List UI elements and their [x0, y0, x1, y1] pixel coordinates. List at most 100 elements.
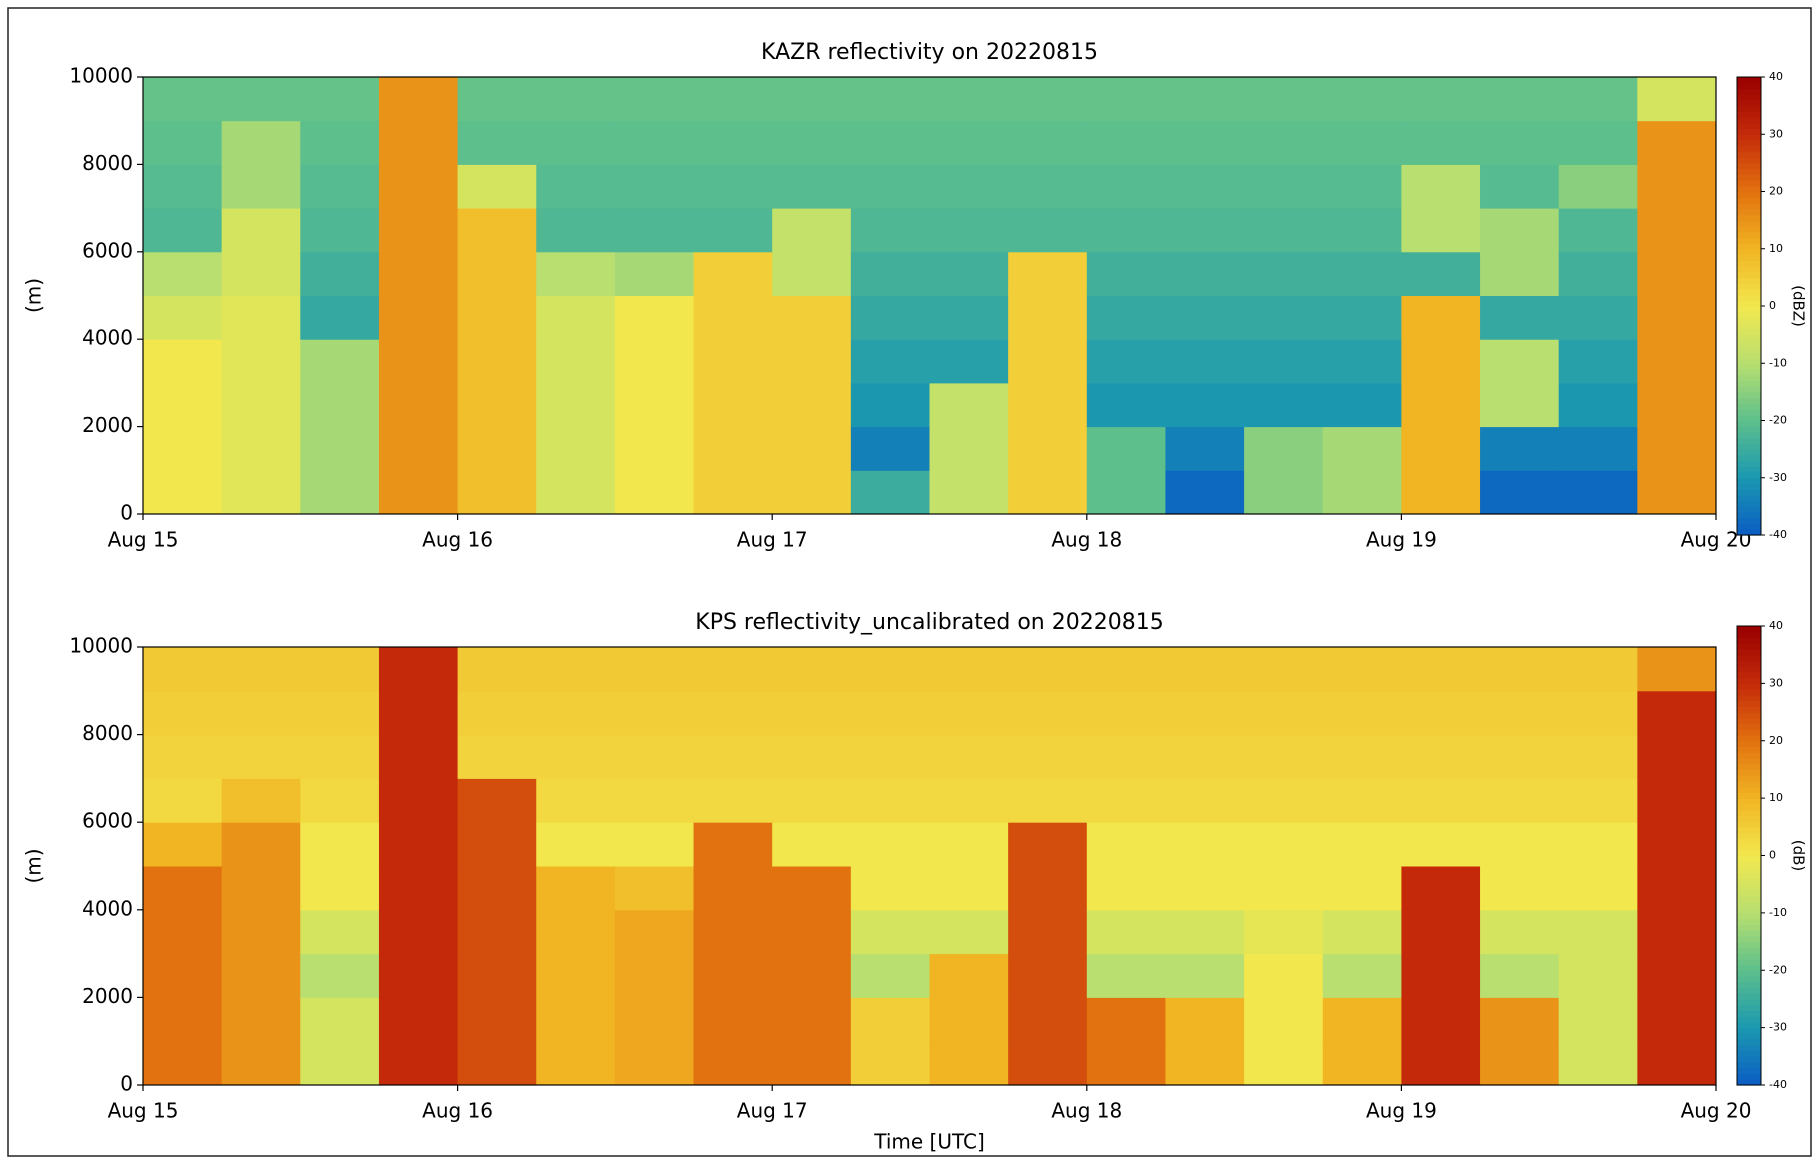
colorbar-swatch: [1737, 409, 1761, 416]
colorbar-swatch: [1737, 431, 1761, 439]
heatmap-cell: [1637, 77, 1717, 122]
heatmap-cell: [1008, 295, 1088, 340]
colorbar-swatch: [1737, 466, 1761, 473]
heatmap-cell: [1480, 909, 1560, 955]
heatmap-cell: [221, 953, 301, 998]
colorbar-swatch: [1737, 901, 1761, 908]
colorbar-swatch: [1737, 99, 1761, 107]
heatmap-cell: [1244, 339, 1324, 384]
heatmap-cell: [143, 997, 223, 1042]
heatmap-cell: [693, 164, 773, 209]
colorbar-swatch: [1737, 866, 1761, 874]
heatmap-cell: [772, 997, 852, 1042]
heatmap-cell: [1480, 953, 1560, 998]
heatmap-cell: [614, 208, 695, 253]
heatmap-cell: [1165, 339, 1245, 384]
colorbar-swatch: [1737, 139, 1761, 147]
heatmap-cell: [693, 778, 773, 823]
heatmap-cell: [300, 822, 380, 867]
colorbar-swatch: [1737, 105, 1761, 112]
heatmap-cell: [1086, 822, 1166, 867]
colorbar-swatch: [1737, 454, 1761, 462]
heatmap-cell: [1401, 295, 1481, 340]
colorbar-swatch: [1737, 185, 1761, 193]
colorbar-swatch: [1737, 947, 1761, 954]
heatmap-cell: [1558, 208, 1638, 253]
heatmap-cell: [1401, 208, 1481, 253]
heatmap-cell: [693, 909, 773, 955]
heatmap-cell: [1165, 822, 1245, 867]
heatmap-cell: [1322, 1041, 1402, 1086]
heatmap-cell: [1401, 997, 1481, 1042]
heatmap-cell: [1008, 208, 1088, 253]
colorbar-swatch: [1737, 717, 1761, 725]
colorbar-swatch: [1737, 889, 1761, 897]
colorbar-swatch: [1737, 311, 1761, 319]
heatmap-cell: [1480, 339, 1560, 384]
heatmap-cell: [1322, 120, 1402, 165]
colorbar-tick-label: 40: [1769, 70, 1783, 83]
colorbar-swatch: [1737, 214, 1761, 221]
heatmap-cell: [536, 77, 616, 122]
heatmap-cell: [1165, 866, 1245, 911]
heatmap-cell: [614, 295, 695, 340]
heatmap-cell: [1637, 866, 1717, 911]
heatmap-cell: [1480, 778, 1560, 823]
heatmap-cell: [693, 339, 773, 384]
colorbar-swatch: [1737, 300, 1761, 307]
heatmap-cell: [457, 734, 537, 779]
heatmap-cell: [1165, 426, 1245, 471]
heatmap-cell: [1322, 251, 1402, 296]
heatmap-cell: [457, 953, 537, 998]
heatmap-cell: [300, 1041, 380, 1086]
heatmap-cell: [929, 164, 1009, 209]
heatmap-cell: [143, 690, 223, 736]
heatmap-cell: [536, 426, 616, 471]
heatmap-cell: [1165, 909, 1245, 955]
x-tick-label: Aug 16: [422, 528, 493, 552]
colorbar-swatch: [1737, 191, 1761, 198]
y-tick-label: 4000: [82, 326, 133, 350]
colorbar-swatch: [1737, 844, 1761, 851]
heatmap-cell: [1637, 426, 1717, 471]
heatmap-cell: [772, 382, 852, 428]
heatmap-cell: [1558, 77, 1638, 122]
heatmap-cell: [929, 822, 1009, 867]
colorbar-swatch: [1737, 763, 1761, 771]
heatmap-cell: [1008, 647, 1088, 692]
colorbar-swatch: [1737, 420, 1761, 427]
heatmap-cell: [1086, 909, 1166, 955]
colorbar-swatch: [1737, 626, 1761, 633]
heatmap-cell: [614, 426, 695, 471]
heatmap-cell: [1244, 426, 1324, 471]
colorbar-swatch: [1737, 723, 1761, 730]
heatmap-cell: [221, 997, 301, 1042]
heatmap-cell: [693, 295, 773, 340]
heatmap-cell: [1401, 426, 1481, 471]
heatmap-cell: [1165, 120, 1245, 165]
heatmap-cell: [378, 953, 459, 998]
colorbar-swatch: [1737, 792, 1761, 799]
heatmap-cell: [1244, 120, 1324, 165]
y-tick-label: 10000: [69, 634, 133, 658]
colorbar-tick-label: 20: [1769, 185, 1783, 198]
heatmap-cell: [1637, 909, 1717, 955]
heatmap-cell: [378, 295, 459, 340]
heatmap-cell: [143, 909, 223, 955]
colorbar-swatch: [1737, 740, 1761, 748]
heatmap-cell: [1086, 208, 1166, 253]
x-tick-label: Aug 20: [1681, 1099, 1752, 1123]
colorbar-swatch: [1737, 1016, 1761, 1023]
heatmap-cell: [1165, 953, 1245, 998]
colorbar-swatch: [1737, 449, 1761, 456]
colorbar-label: (dBZ): [1790, 285, 1808, 327]
heatmap-cell: [378, 778, 459, 823]
heatmap-cell: [614, 339, 695, 384]
heatmap-cell: [1244, 866, 1324, 911]
heatmap-cell: [457, 208, 537, 253]
colorbar-swatch: [1737, 941, 1761, 948]
heatmap-cell: [300, 251, 380, 296]
heatmap-cell: [1558, 426, 1638, 471]
colorbar-swatch: [1737, 1067, 1761, 1075]
